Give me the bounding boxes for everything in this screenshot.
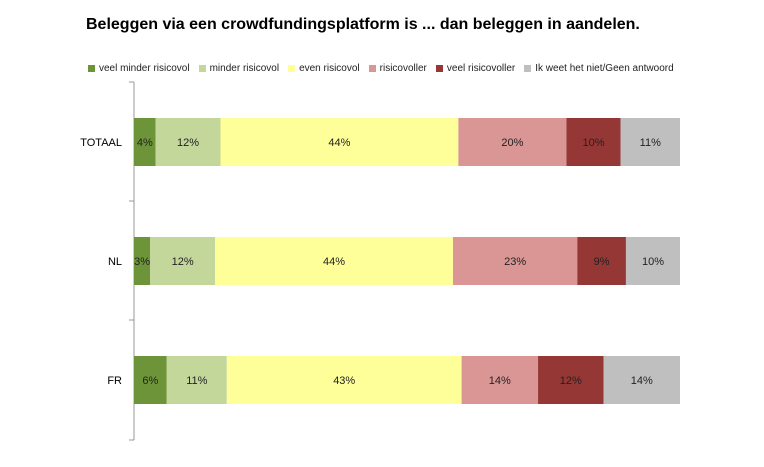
legend-swatch	[435, 65, 443, 72]
data-label: 43%	[333, 375, 355, 387]
category-label: FR	[107, 375, 122, 387]
legend-item-risicovoller: risicovoller	[368, 63, 427, 74]
legend-item-weet-niet: Ik weet het niet/Geen antwoord	[524, 63, 674, 74]
bar-segment	[603, 356, 680, 404]
legend-item-veel-risicovoller: veel risicovoller	[435, 63, 516, 74]
data-label: 11%	[640, 137, 661, 149]
data-label: 14%	[489, 375, 511, 387]
legend-item-even-risicovol: even risicovol	[288, 63, 360, 74]
legend-label: Ik weet het niet/Geen antwoord	[535, 63, 674, 74]
data-label: 23%	[504, 256, 526, 268]
data-label: 10%	[582, 137, 604, 149]
bar-segment	[134, 118, 156, 166]
bar-segment	[625, 237, 680, 285]
legend-item-veel-minder-risicovol: veel minder risicovol	[88, 63, 190, 74]
bar-segment	[134, 237, 151, 285]
chart-title: Beleggen via een crowdfundingsplatform i…	[86, 16, 640, 33]
category-label: NL	[108, 256, 122, 268]
bar-segment	[166, 356, 227, 404]
data-label: 4%	[137, 137, 153, 149]
bar-segment	[566, 118, 621, 166]
data-label: 11%	[186, 375, 207, 387]
data-label: 12%	[560, 375, 582, 387]
bar-segment	[538, 356, 604, 404]
legend-label: even risicovol	[299, 63, 360, 74]
data-label: 12%	[177, 137, 199, 149]
legend-swatch	[524, 65, 532, 72]
legend-swatch	[198, 65, 206, 72]
legend-item-minder-risicovol: minder risicovol	[198, 63, 280, 74]
data-label: 12%	[172, 256, 194, 268]
bar-segment	[577, 237, 626, 285]
data-label: 20%	[501, 137, 523, 149]
data-label: 14%	[631, 375, 653, 387]
legend: veel minder risicovol minder risicovol e…	[88, 63, 674, 74]
bar-segment	[150, 237, 216, 285]
legend-label: risicovoller	[379, 63, 427, 74]
legend-label: minder risicovol	[209, 63, 280, 74]
bar-segment	[226, 356, 462, 404]
bar-segment	[461, 356, 539, 404]
data-label: 10%	[642, 256, 664, 268]
legend-swatch	[368, 65, 376, 72]
legend-swatch	[288, 65, 296, 72]
bar-segment	[458, 118, 567, 166]
bar-segment	[452, 237, 578, 285]
legend-label: veel minder risicovol	[99, 63, 190, 74]
data-label: 44%	[323, 256, 345, 268]
data-label: 3%	[134, 256, 150, 268]
legend-label: veel risicovoller	[446, 63, 516, 74]
bar-segment	[620, 118, 680, 166]
data-label: 44%	[328, 137, 350, 149]
bar-segment	[220, 118, 459, 166]
category-label: TOTAAL	[80, 137, 122, 149]
bar-segment	[215, 237, 453, 285]
data-label: 6%	[142, 375, 158, 387]
legend-swatch	[88, 65, 95, 72]
bar-segment	[134, 356, 167, 404]
data-label: 9%	[594, 256, 610, 268]
bar-segment	[155, 118, 221, 166]
